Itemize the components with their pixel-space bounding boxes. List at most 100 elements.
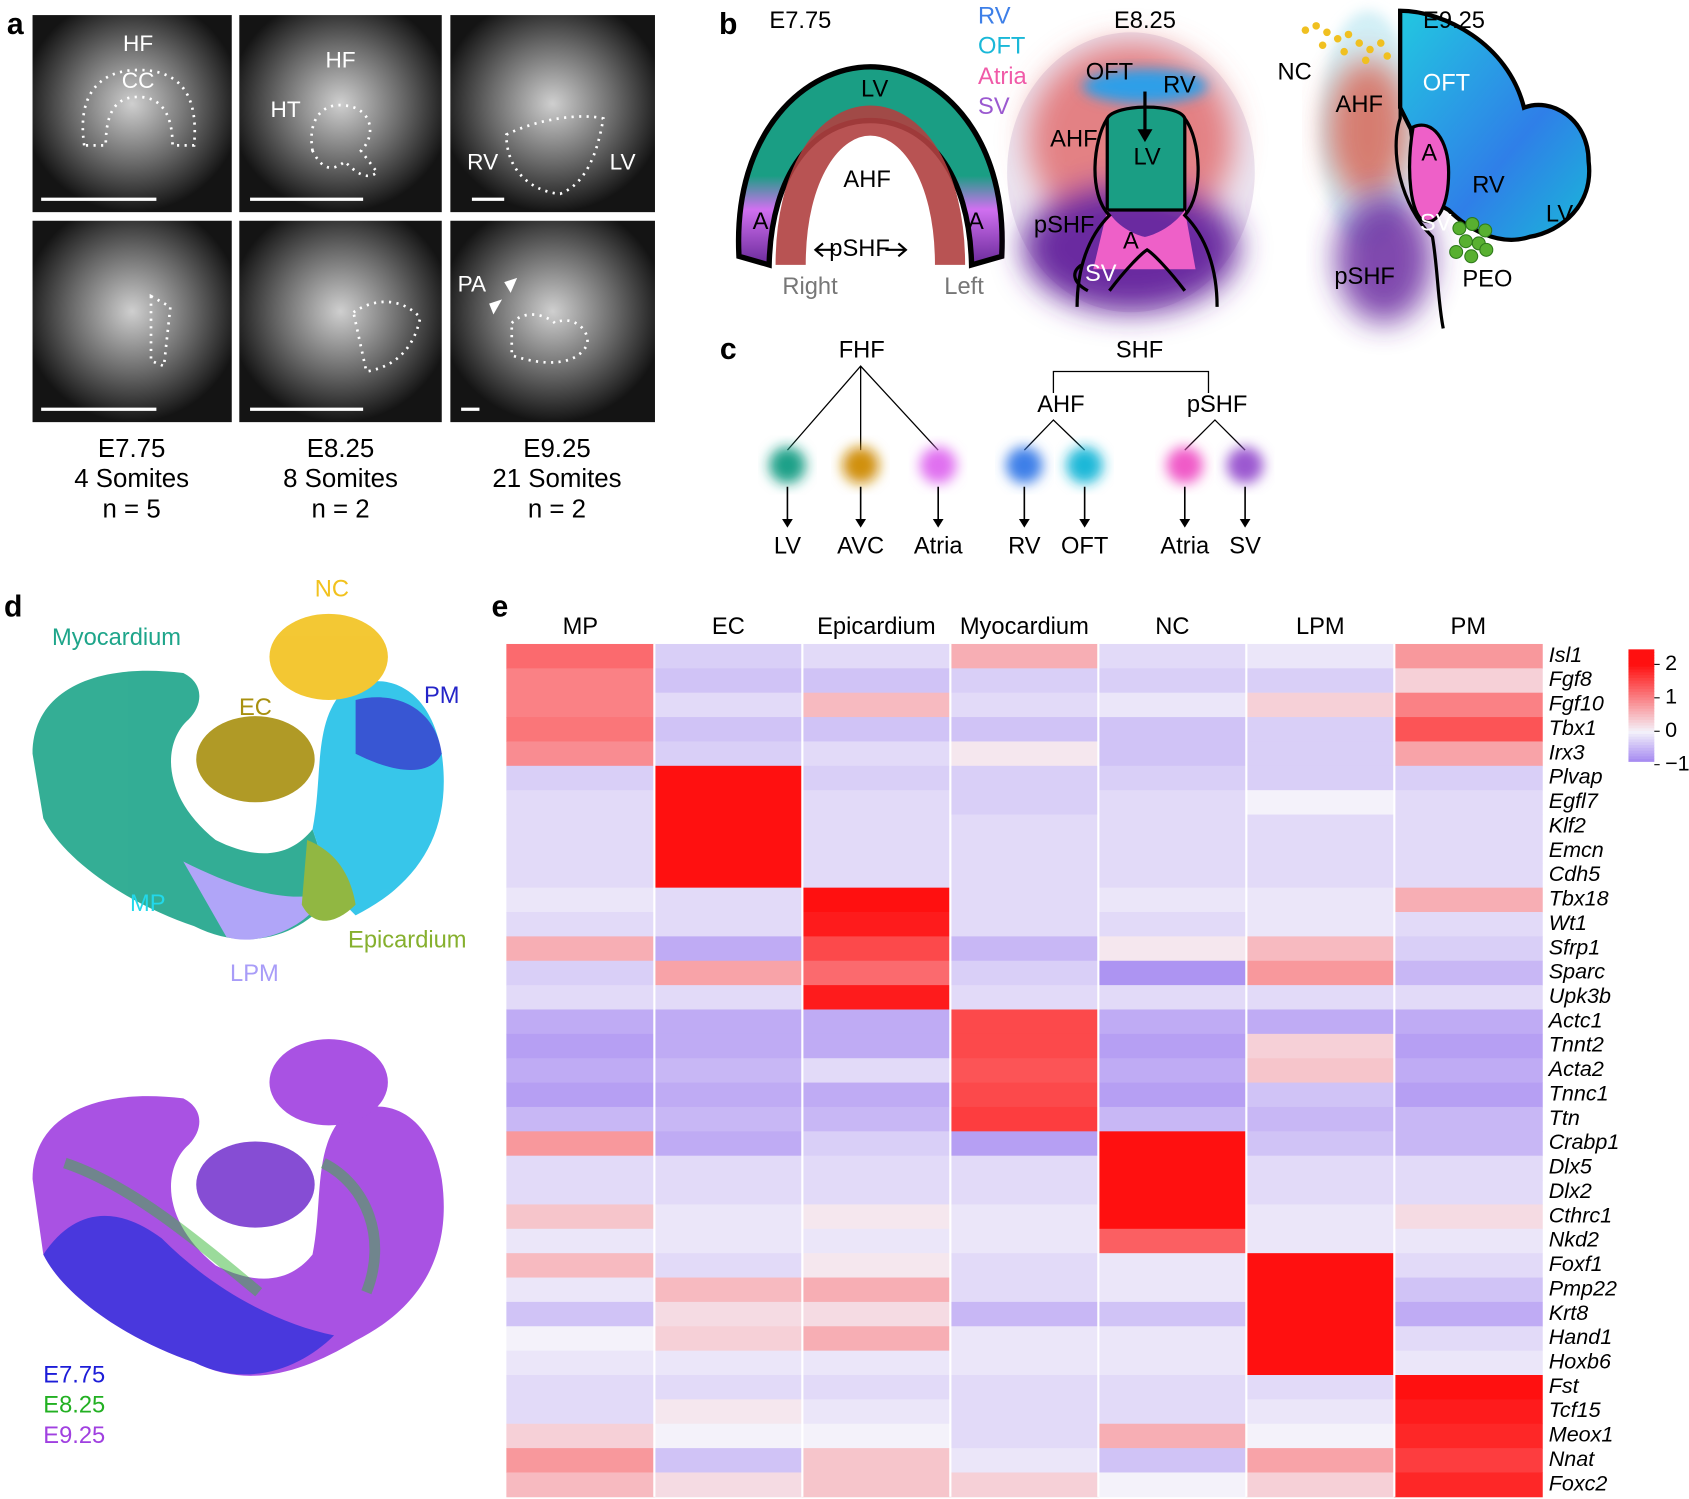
heatmap-cell [1246, 1082, 1395, 1108]
image-label: PA [458, 271, 487, 296]
outline [1394, 10, 1445, 329]
heatmap-cell [654, 1253, 803, 1278]
gene-label: Sfrp1 [1549, 935, 1600, 959]
ahf-field [1326, 59, 1409, 200]
heatmap-cell [506, 1326, 655, 1352]
heatmap-cell [1394, 717, 1543, 742]
panel-label: d [4, 590, 22, 623]
heatmap-cell [1394, 1423, 1543, 1449]
image-label: HF [325, 47, 355, 72]
heatmap-cell [1246, 1472, 1395, 1498]
heatmap-cell [950, 1253, 1099, 1278]
heatmap-cell [950, 936, 1099, 962]
gene-label: Nkd2 [1549, 1228, 1599, 1252]
label: RV [1163, 72, 1196, 98]
heatmap-cell [950, 1375, 1099, 1400]
cluster-label: NC [315, 576, 349, 602]
heatmap-cell [1098, 1253, 1247, 1278]
heatmap-cell [506, 1033, 655, 1059]
label: OFT [1086, 59, 1133, 85]
fate: OFT [1061, 533, 1108, 559]
heatmap-cell [802, 790, 951, 815]
heatmap-cell [1394, 1228, 1543, 1254]
heatmap-cell [654, 1277, 803, 1303]
heatmap-cell [506, 1301, 655, 1327]
gene-label: Fst [1549, 1374, 1580, 1398]
heatmap-cell [1098, 1180, 1247, 1205]
colorbar-step [1628, 750, 1655, 754]
heatmap-cell [950, 985, 1099, 1010]
heatmap-cell [1394, 1326, 1543, 1352]
heatmap-cell [1246, 717, 1395, 742]
peo-cells [1449, 216, 1494, 264]
heatmap-cell [1394, 1204, 1543, 1230]
heatmap-cell [950, 1058, 1099, 1084]
heatmap-cell [654, 1058, 803, 1084]
heatmap-cell [950, 814, 1099, 840]
heatmap-cell [506, 1204, 655, 1230]
heatmap-cell [1098, 863, 1247, 889]
gene-label: Foxf1 [1549, 1252, 1603, 1276]
stage: E8.25 [307, 435, 375, 463]
heatmap-cell [1394, 765, 1543, 791]
label: AHF [1336, 92, 1383, 118]
micrograph [32, 15, 232, 213]
heatmap-cell [1098, 1350, 1247, 1376]
heatmap-cell [950, 717, 1099, 742]
column-label: NC [1155, 614, 1189, 640]
arrowhead [1137, 129, 1153, 143]
heatmap-cell [1098, 741, 1247, 767]
umap-stages [32, 1039, 444, 1376]
label: LV [1133, 145, 1160, 171]
gene-label: Wt1 [1549, 911, 1587, 935]
heatmap-cell [1394, 741, 1543, 767]
panel-label: a [7, 8, 24, 41]
image-label: HT [271, 97, 301, 122]
gene-label: Meox1 [1549, 1423, 1614, 1447]
heatmap-cell [1394, 643, 1543, 669]
colorbar-step [1628, 685, 1655, 690]
column-label: LPM [1296, 614, 1345, 640]
heatmap-cell [1246, 1326, 1395, 1352]
label: OFT [1423, 70, 1470, 96]
heatmap-cell [506, 643, 655, 669]
heatmap-cell [950, 1423, 1099, 1449]
fate: Atria [1160, 533, 1210, 559]
colorbar-step [1628, 699, 1655, 704]
stage: E7.75 [98, 435, 166, 463]
heatmap-cell [802, 814, 951, 840]
heatmap-cell [1098, 717, 1247, 742]
heatmap-cell [654, 643, 803, 669]
heatmap-cell [654, 1033, 803, 1059]
legend-entry: OFT [978, 34, 1025, 60]
pshf-arrow [813, 242, 908, 258]
fate: LV [774, 533, 801, 559]
colorbar-step [1628, 654, 1655, 659]
colorbar-step [1628, 705, 1655, 709]
scale-bars [41, 197, 505, 411]
heatmap-cell [1246, 1253, 1395, 1278]
heatmap-cell [506, 668, 655, 694]
heatmap-cell [802, 1350, 951, 1376]
gene-label: Acta2 [1547, 1057, 1604, 1081]
heatmap-cell [1246, 1058, 1395, 1084]
atria [1093, 209, 1196, 270]
heatmap-cell [1098, 814, 1247, 840]
colorbar-step [1628, 649, 1655, 653]
heatmap-cell [802, 1301, 951, 1327]
fate: AVC [837, 533, 884, 559]
heatmap-cell [802, 863, 951, 889]
heatmap-cell [950, 1448, 1099, 1473]
cluster-label: PM [424, 683, 460, 709]
panel-label: e [492, 590, 509, 623]
heatmap-cell [654, 1448, 803, 1473]
heatmap-cell [1098, 1277, 1247, 1303]
colorbar-step [1628, 716, 1655, 720]
panel-label: b [719, 8, 737, 41]
heatmap-cell [950, 692, 1099, 718]
somites: 21 Somites [492, 465, 621, 493]
heatmap-cell [950, 1350, 1099, 1376]
heatmap-cell [950, 863, 1099, 889]
colorbar-step [1628, 702, 1655, 706]
heatmap-cell [1246, 1204, 1395, 1230]
